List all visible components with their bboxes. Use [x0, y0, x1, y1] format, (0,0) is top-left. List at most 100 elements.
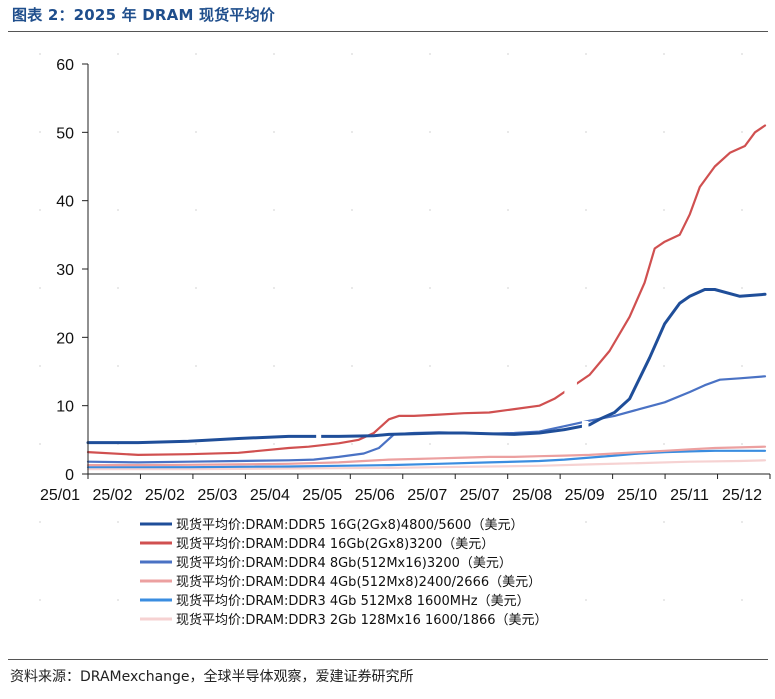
source-rule — [8, 659, 768, 660]
bg-dot — [195, 365, 197, 367]
bg-dot — [507, 209, 509, 211]
figure-title: 图表 2：2025 年 DRAM 现货平均价 — [12, 6, 276, 24]
bg-dot — [507, 521, 509, 523]
bg-dot — [507, 443, 509, 445]
bg-dot — [585, 521, 587, 523]
bg-dot — [39, 209, 41, 211]
legend-label: 现货平均价:DRAM:DDR3 4Gb 512Mx8 1600MHz（美元） — [176, 593, 530, 609]
x-tick-label: 25/09 — [565, 487, 605, 504]
legend-label: 现货平均价:DRAM:DDR5 16G(2Gx8)4800/5600（美元） — [176, 517, 523, 533]
bg-dot — [195, 521, 197, 523]
bg-dot — [585, 287, 587, 289]
x-tick-label: 25/06 — [355, 487, 395, 504]
legend-label: 现货平均价:DRAM:DDR3 2Gb 128Mx16 1600/1866（美元… — [176, 612, 548, 628]
legend: 现货平均价:DRAM:DDR5 16G(2Gx8)4800/5600（美元） 现货… — [140, 517, 548, 628]
bg-dot — [351, 599, 353, 601]
y-tick-label: 30 — [56, 262, 74, 279]
bg-dot — [351, 209, 353, 211]
plot-series — [86, 124, 767, 471]
bg-dot — [39, 287, 41, 289]
y-tick-label: 60 — [56, 57, 74, 74]
bg-dot — [741, 287, 743, 289]
bg-dot — [429, 521, 431, 523]
bg-dot — [585, 443, 587, 445]
bg-dot — [195, 443, 197, 445]
x-axis: 25/01 25/02 25/02 25/03 25/04 25/05 25/06 25/07… — [40, 473, 771, 504]
bg-dot — [273, 287, 275, 289]
x-tick-label: 25/12 — [722, 487, 762, 504]
bg-dot — [117, 131, 119, 133]
bg-dot — [117, 53, 119, 55]
x-tick-label: 25/07 — [407, 487, 447, 504]
legend-label: 现货平均价:DRAM:DDR4 8Gb(512Mx16)3200（美元） — [176, 555, 512, 571]
bg-dot — [351, 443, 353, 445]
y-tick-label: 20 — [56, 330, 74, 347]
bg-dot — [117, 209, 119, 211]
bg-dot — [39, 131, 41, 133]
bg-dot — [429, 131, 431, 133]
bg-dot — [663, 131, 665, 133]
source-note: 资料来源：DRAMexchange，全球半导体观察，爱建证券研究所 — [10, 669, 414, 685]
bg-dot — [507, 599, 509, 601]
bg-dot — [585, 131, 587, 133]
bg-dot — [273, 443, 275, 445]
bg-dot — [585, 209, 587, 211]
bg-dot — [117, 365, 119, 367]
x-tick-label: 25/03 — [197, 487, 237, 504]
bg-dot — [351, 521, 353, 523]
bg-dot — [429, 209, 431, 211]
bg-dot — [741, 443, 743, 445]
x-tick-label: 25/01 — [40, 487, 80, 504]
bg-dot — [195, 287, 197, 289]
bg-dot — [195, 209, 197, 211]
y-tick-label: 10 — [56, 399, 74, 416]
bg-dot — [117, 599, 119, 601]
legend-label: 现货平均价:DRAM:DDR4 16Gb(2Gx8)3200（美元） — [176, 536, 494, 552]
bg-dot — [39, 443, 41, 445]
bg-dot — [273, 521, 275, 523]
y-tick-label: 0 — [65, 467, 74, 484]
bg-dot — [741, 365, 743, 367]
bg-dot — [273, 599, 275, 601]
x-tick-label: 25/02 — [145, 487, 185, 504]
series-line — [86, 459, 767, 471]
bg-dot — [585, 365, 587, 367]
bg-dot — [429, 53, 431, 55]
bg-dot — [195, 599, 197, 601]
bg-dot — [663, 443, 665, 445]
bg-dot — [741, 599, 743, 601]
bg-dot — [741, 209, 743, 211]
bg-dot — [39, 53, 41, 55]
y-tick-label: 50 — [56, 125, 74, 142]
bg-dot — [507, 365, 509, 367]
bg-dot — [39, 599, 41, 601]
series-line — [86, 445, 767, 467]
series-gap — [581, 420, 589, 431]
y-tick-label: 40 — [56, 194, 74, 211]
x-tick-label: 25/05 — [302, 487, 342, 504]
bg-dot — [663, 53, 665, 55]
x-tick-label: 25/11 — [670, 487, 709, 504]
series-line — [86, 124, 767, 456]
bg-dot — [351, 53, 353, 55]
bg-dot — [429, 443, 431, 445]
bg-dot — [585, 599, 587, 601]
bg-dot — [351, 365, 353, 367]
bg-dot — [663, 365, 665, 367]
series-line — [86, 375, 767, 464]
bg-dot — [663, 287, 665, 289]
bg-dot — [741, 131, 743, 133]
background-dot-grid — [39, 53, 743, 601]
bg-dot — [429, 599, 431, 601]
x-tick-label: 25/02 — [92, 487, 132, 504]
x-tick-label: 25/10 — [617, 487, 657, 504]
bg-dot — [507, 53, 509, 55]
series-gap — [316, 432, 322, 441]
bg-dot — [663, 209, 665, 211]
bg-dot — [195, 131, 197, 133]
title-rule — [8, 31, 768, 32]
bg-dot — [429, 365, 431, 367]
bg-dot — [39, 521, 41, 523]
bg-dot — [117, 287, 119, 289]
